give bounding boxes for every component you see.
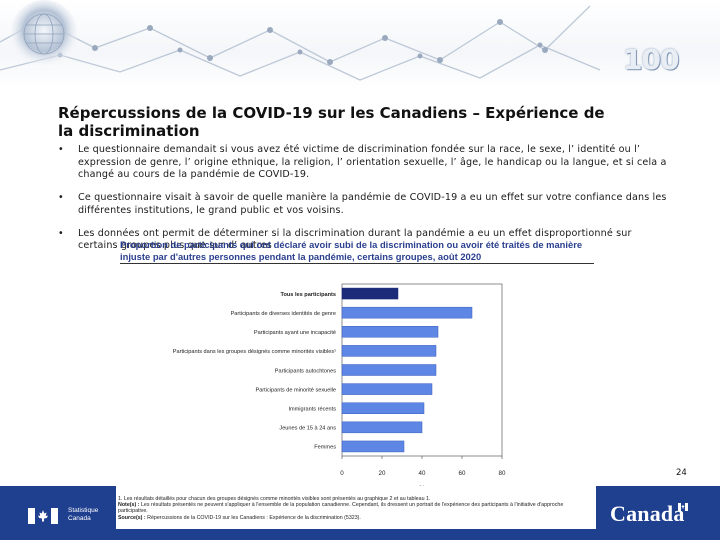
bullet-dot-icon: • [58, 144, 64, 155]
bar [341, 402, 425, 414]
note-label: Note(s) : [118, 502, 140, 509]
chart-title-rule [120, 263, 594, 264]
network-graphic [0, 5, 601, 81]
bar [341, 345, 437, 357]
x-tick-label: 40 [419, 470, 426, 477]
agency-name: Statistique Canada [68, 507, 98, 523]
bar [341, 326, 439, 338]
bullet-dot-icon: • [58, 227, 64, 239]
bar [341, 306, 473, 319]
category-label: Participants de minorité sexuelle [255, 387, 336, 393]
bar [341, 383, 433, 395]
slide-title: Répercussions de la COVID-19 sur les Can… [58, 104, 605, 140]
x-tick-label: 60 [459, 470, 466, 477]
footer-band [0, 486, 720, 540]
category-label: Participants dans les groupes désignés c… [173, 349, 336, 355]
bullet-list: • Le questionnaire demandait si vous ave… [58, 144, 668, 263]
category-label: Femmes [314, 445, 336, 451]
category-label: Jeunes de 15 à 24 ans [279, 426, 336, 432]
bullet-text: Les données ont permit de déterminer si … [78, 227, 632, 252]
bullet-text: Le questionnaire demandait si vous avez … [78, 144, 667, 180]
page-number: 24 [676, 468, 687, 478]
chart-footnotes: 1. Les résultats détaillés pour chacun d… [118, 496, 594, 521]
bullet-item: • Ce questionnaire visait à savoir de qu… [58, 192, 668, 217]
badge-100: 100 [623, 43, 679, 76]
anniversary-globe-icon [10, 0, 78, 68]
canada-flag-icon [28, 508, 58, 524]
category-label: Immigrants récents [288, 407, 336, 413]
footnote-source: Source(s) : Répercussions de la COVID-19… [118, 515, 594, 521]
wordmark-flag-icon [678, 503, 688, 511]
bar [341, 287, 399, 300]
footnote-1: 1. Les résultats détaillés pour chacun d… [118, 496, 431, 502]
category-label: Participants ayant une incapacité [254, 330, 336, 336]
chart-title: Proportion de participants qui ont décla… [120, 239, 583, 262]
bullet-text: Ce questionnaire visait à savoir de quel… [78, 192, 667, 216]
canada-wordmark: Canada [610, 501, 685, 526]
figure-notes-panel [116, 486, 596, 529]
bar [341, 364, 437, 376]
source-text: Répercussions de la COVID-19 sur les Can… [145, 514, 361, 521]
bullet-item: • Les données ont permit de déterminer s… [58, 228, 668, 253]
category-label: Participants de diverses identités de ge… [231, 311, 336, 317]
agency-line-2: Canada [68, 515, 91, 522]
category-label: Participants autochtones [275, 368, 336, 374]
agency-line-1: Statistique [68, 507, 99, 514]
header-banner [0, 0, 720, 88]
x-tick-label: 0 [340, 470, 344, 477]
bar [341, 421, 423, 434]
x-tick-label: 20 [379, 470, 386, 477]
bar-chart: Tous les participants Participants de div… [173, 283, 506, 492]
category-label: Tous les participants [280, 292, 336, 298]
bar [341, 440, 405, 453]
bullet-dot-icon: • [58, 192, 64, 203]
bullet-item: • Le questionnaire demandait si vous ave… [58, 144, 668, 182]
footnote-note: Note(s) : Les résultats présentés ne peu… [118, 502, 594, 514]
note-text: Les résultats présentés ne peuvent s'app… [118, 502, 564, 515]
source-label: Source(s) : [118, 514, 146, 521]
x-tick-label: 80 [499, 470, 506, 477]
